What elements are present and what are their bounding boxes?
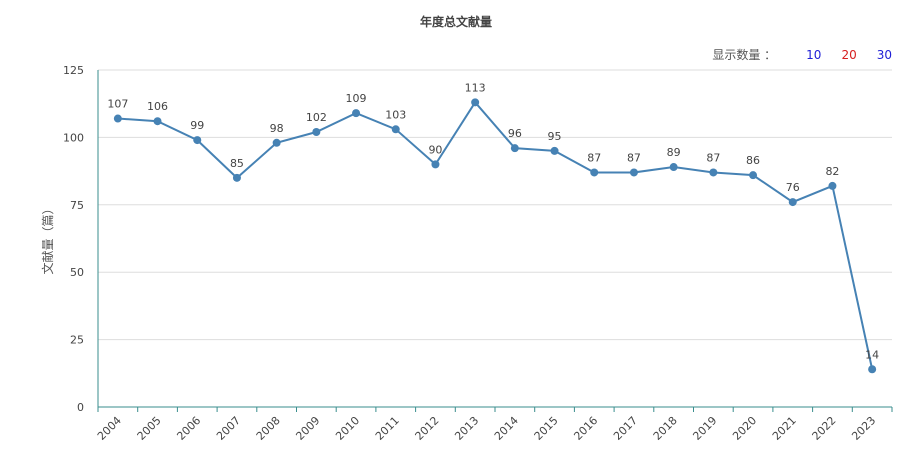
data-label: 76 [786,181,800,194]
data-label: 102 [306,111,327,124]
data-label: 113 [465,81,486,94]
data-label: 90 [428,143,442,156]
data-label: 99 [190,119,204,132]
x-tick-label: 2007 [214,414,243,443]
x-tick-label: 2005 [135,414,164,443]
data-label: 96 [508,127,522,140]
y-tick-label: 0 [77,401,84,414]
x-tick-label: 2013 [452,414,481,443]
display-count-control: 显示数量 ： 10 20 30 [712,46,892,63]
data-point[interactable] [749,171,758,180]
data-label: 89 [667,146,681,159]
data-point[interactable] [471,98,480,107]
data-label: 82 [825,165,839,178]
data-point[interactable] [709,168,718,177]
data-label: 87 [627,151,641,164]
data-point[interactable] [788,198,797,207]
data-points [113,98,877,374]
x-tick-label: 2004 [95,414,124,443]
x-tick-label: 2009 [293,414,322,443]
y-tick-label: 75 [70,199,84,212]
x-tick-label: 2023 [849,414,878,443]
axes [97,70,893,412]
data-point[interactable] [550,146,559,155]
series-line-path [117,100,874,370]
chart-title: 年度总文献量 [419,15,492,29]
data-point[interactable] [669,163,678,172]
x-tick-label: 2020 [730,414,759,443]
data-label: 95 [548,130,562,143]
data-label: 98 [270,122,284,135]
display-count-option-20[interactable]: 20 [841,47,857,62]
data-point[interactable] [193,136,202,145]
data-label: 106 [147,100,168,113]
data-point[interactable] [510,144,519,153]
data-point[interactable] [272,138,281,147]
y-axis-title: 文献量（篇） [40,202,55,274]
x-tick-label: 2017 [611,414,640,443]
data-label: 109 [346,92,367,105]
data-point[interactable] [868,365,877,374]
data-label: 14 [865,348,879,361]
x-tick-label: 2015 [532,414,561,443]
data-label: 87 [587,151,601,164]
y-tick-label: 100 [63,131,84,144]
y-tick-labels: 0 25 50 75 100 125 [63,64,84,414]
data-point[interactable] [828,181,837,190]
data-point[interactable] [431,160,440,169]
data-point[interactable] [153,117,162,126]
display-count-option-10[interactable]: 10 [806,47,822,62]
x-tick-label: 2006 [174,414,203,443]
grid-lines [98,69,892,341]
y-tick-label: 125 [63,64,84,77]
data-point[interactable] [590,168,599,177]
x-tick-label: 2010 [333,414,362,443]
display-count-option-30[interactable]: 30 [876,47,892,62]
x-tick-labels: 2004 2005 2006 2007 2008 2009 2010 2011 2012 2013… [95,414,878,443]
data-point[interactable] [629,168,638,177]
data-point[interactable] [312,128,321,137]
x-tick-label: 2012 [413,414,442,443]
x-tick-label: 2021 [770,414,799,443]
x-tick-label: 2016 [571,414,600,443]
data-point[interactable] [232,173,241,182]
data-label: 85 [230,157,244,170]
data-labels: 107 106 99 85 98 102 109 103 90 113 96 95 87 87 89 87 86… [107,81,879,361]
y-tick-label: 50 [70,266,84,279]
x-tick-label: 2011 [373,414,402,443]
y-tick-label: 25 [70,334,84,347]
data-point[interactable] [113,114,122,123]
data-point[interactable] [391,125,400,134]
display-count-label: 显示数量 ： [712,48,777,62]
series-line [117,100,874,370]
x-tick-label: 2014 [492,414,521,443]
data-label: 107 [107,98,128,111]
data-label: 103 [385,108,406,121]
data-point[interactable] [352,109,361,118]
x-tick-label: 2008 [254,414,283,443]
data-label: 86 [746,154,760,167]
x-tick-label: 2022 [810,414,839,443]
x-tick-label: 2019 [690,414,719,443]
data-label: 87 [706,151,720,164]
x-tick-label: 2018 [651,414,680,443]
